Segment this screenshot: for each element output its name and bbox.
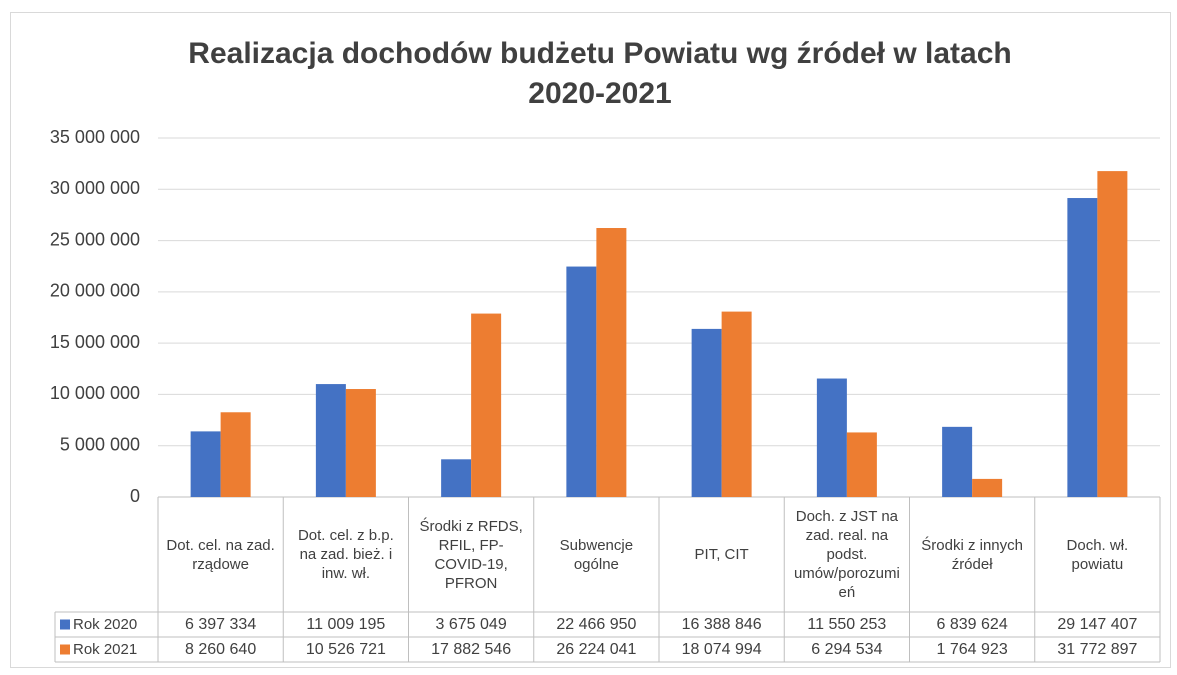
y-tick-label: 35 000 000 (50, 127, 140, 147)
legend-swatch (60, 619, 70, 630)
bar (972, 478, 1003, 497)
y-tick-label: 30 000 000 (50, 178, 140, 198)
category-label: Doch. z JST na zad. real. na podst. umów… (793, 508, 900, 601)
category-label: Środki z innych źródeł (921, 536, 1023, 573)
table-value: 11 550 253 (807, 616, 887, 633)
category-label: Subwencje ogólne (559, 536, 634, 573)
bar (816, 378, 847, 497)
table-value: 11 009 195 (306, 616, 386, 633)
table-value: 31 772 897 (1057, 641, 1138, 658)
y-tick-label: 15 000 000 (50, 332, 140, 352)
bar (691, 328, 722, 497)
bar (471, 313, 502, 497)
y-tick-label: 20 000 000 (50, 281, 140, 301)
bar (942, 426, 973, 497)
table-value: 6 839 624 (936, 616, 1008, 633)
y-tick-label: 10 000 000 (50, 383, 140, 403)
category-label: Doch. wł. powiatu (1066, 536, 1129, 573)
chart-title: Realizacja dochodów budżetu Powiatu wg ź… (188, 37, 1012, 110)
table-value: 10 526 721 (305, 641, 386, 658)
bar (441, 459, 472, 497)
table-value: 29 147 407 (1057, 616, 1138, 633)
chart-border (10, 12, 1171, 668)
category-label: Dot. cel. z b.p. na zad. bież. i inw. wł… (297, 527, 394, 582)
table-value: 17 882 546 (431, 641, 512, 658)
table-value: 22 466 950 (556, 616, 637, 633)
table-value: 3 675 049 (435, 616, 507, 633)
bar (721, 311, 752, 497)
category-label: Dot. cel. na zad. rządowe (166, 536, 275, 573)
table-value: 26 224 041 (556, 641, 637, 658)
table-value: 1 764 923 (936, 641, 1008, 658)
bar (1097, 171, 1128, 497)
bar (1067, 198, 1098, 497)
legend-label: Rok 2020 (73, 616, 138, 633)
table-value: 16 388 846 (681, 616, 762, 633)
bar (220, 412, 251, 497)
bar (846, 432, 877, 497)
y-tick-label: 5 000 000 (60, 434, 140, 454)
category-label: Środki z RFDS, RFIL, FP-COVID-19, PFRON (419, 517, 523, 592)
y-tick-label: 0 (130, 486, 140, 506)
bar (566, 266, 597, 497)
legend-swatch (60, 644, 70, 655)
table-value: 6 397 334 (185, 616, 257, 633)
bar (596, 228, 627, 497)
table-value: 8 260 640 (185, 641, 257, 658)
bar (345, 389, 376, 497)
y-tick-label: 25 000 000 (50, 229, 140, 249)
table-value: 18 074 994 (681, 641, 762, 658)
table-value: 6 294 534 (811, 641, 883, 658)
category-label: PIT, CIT (694, 546, 749, 563)
bar (190, 431, 221, 497)
bar (315, 384, 346, 497)
legend-label: Rok 2021 (73, 641, 138, 658)
